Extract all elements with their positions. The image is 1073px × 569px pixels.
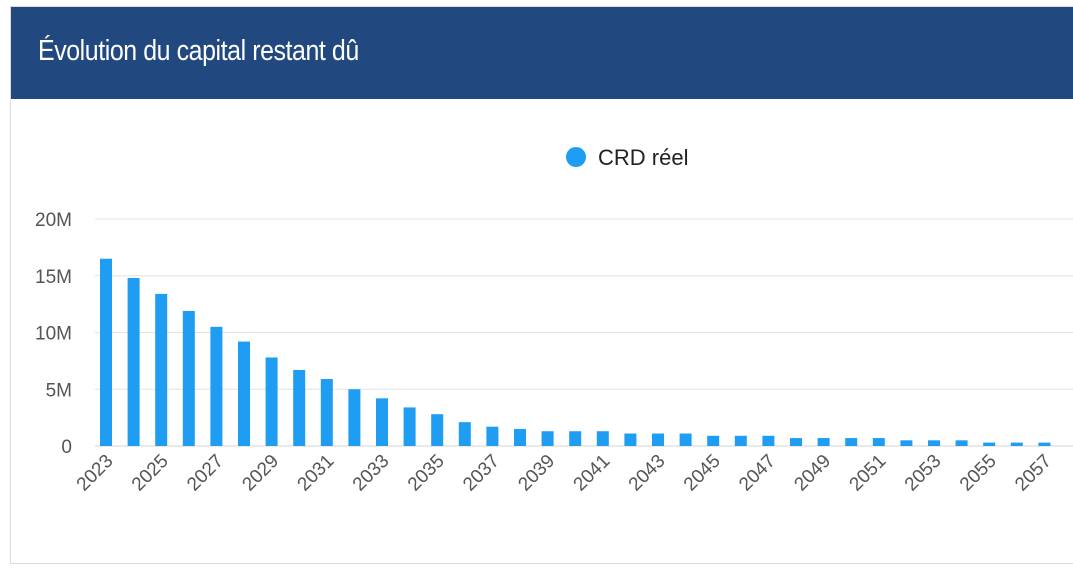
bar-2051[interactable] xyxy=(872,438,885,446)
x-tick-label: 2031 xyxy=(294,451,339,496)
legend[interactable]: CRD réel xyxy=(566,145,688,170)
bar-2037[interactable] xyxy=(486,426,499,446)
x-tick-label: 2039 xyxy=(514,451,559,496)
top-background-strip xyxy=(0,0,1073,6)
bar-2056[interactable] xyxy=(1010,442,1023,446)
x-tick-label: 2049 xyxy=(790,451,835,496)
legend-marker-icon xyxy=(566,147,586,167)
bar-2054[interactable] xyxy=(955,440,968,446)
x-tick-label: 2035 xyxy=(404,451,449,496)
bar-2055[interactable] xyxy=(983,442,996,446)
bar-2028[interactable] xyxy=(238,341,250,446)
bar-2027[interactable] xyxy=(210,326,223,446)
x-axis-ticks: 2023 2025 2027 2029 2031 2033 2035 2037 2039 2041… xyxy=(73,451,1056,496)
bar-2044[interactable] xyxy=(679,433,692,446)
bar-2042[interactable] xyxy=(624,433,637,446)
bar-2036[interactable] xyxy=(458,422,471,446)
bar-2048[interactable] xyxy=(790,438,802,446)
x-tick-label: 2047 xyxy=(735,451,780,496)
bar-2034[interactable] xyxy=(403,407,416,446)
x-tick-label: 2053 xyxy=(901,451,946,496)
bar-2029[interactable] xyxy=(265,357,278,446)
y-tick-label: 15M xyxy=(35,267,72,288)
x-tick-label: 2043 xyxy=(625,451,670,496)
y-tick-label: 5M xyxy=(46,380,72,401)
bar-2043[interactable] xyxy=(652,433,664,446)
x-tick-label: 2033 xyxy=(349,451,394,496)
bar-2024[interactable] xyxy=(127,278,140,446)
y-axis-ticks: 0 5M 10M 15M 20M xyxy=(35,210,72,458)
x-tick-label: 2057 xyxy=(1011,451,1056,496)
x-tick-label: 2041 xyxy=(570,451,615,496)
x-tick-label: 2025 xyxy=(128,451,173,496)
x-tick-label: 2027 xyxy=(183,451,228,496)
bar-2046[interactable] xyxy=(734,435,747,446)
bar-2031[interactable] xyxy=(320,379,333,446)
bar-2045[interactable] xyxy=(707,435,720,446)
y-tick-label: 20M xyxy=(35,210,72,231)
bar-2052[interactable] xyxy=(900,440,913,446)
y-tick-label: 0 xyxy=(61,437,72,458)
bar-2038[interactable] xyxy=(514,428,526,446)
panel-title: Évolution du capital restant dû xyxy=(38,35,359,67)
x-tick-label: 2055 xyxy=(956,451,1001,496)
x-tick-label: 2037 xyxy=(459,451,504,496)
legend-label: CRD réel xyxy=(598,145,688,170)
bar-2032[interactable] xyxy=(348,389,361,446)
x-tick-label: 2029 xyxy=(238,451,283,496)
chart-panel: Évolution du capital restant dû xyxy=(10,6,1073,564)
x-tick-label: 2023 xyxy=(73,451,118,496)
bar-2057[interactable] xyxy=(1038,442,1051,446)
bar-2025[interactable] xyxy=(155,293,168,446)
bar-2033[interactable] xyxy=(376,398,388,446)
bar-2053[interactable] xyxy=(928,440,940,446)
bar-2040[interactable] xyxy=(569,431,582,446)
y-tick-label: 10M xyxy=(35,324,72,345)
bar-2030[interactable] xyxy=(293,369,306,446)
bar-2047[interactable] xyxy=(762,435,775,446)
panel-header: Évolution du capital restant dû xyxy=(11,7,1073,99)
x-tick-label: 2045 xyxy=(680,451,725,496)
bar-2041[interactable] xyxy=(596,431,609,446)
bar-2039[interactable] xyxy=(541,431,554,446)
bar-2023[interactable] xyxy=(100,258,112,446)
bar-2050[interactable] xyxy=(845,438,858,446)
x-tick-label: 2051 xyxy=(846,451,891,496)
bar-2026[interactable] xyxy=(182,310,195,446)
bar-2035[interactable] xyxy=(431,414,444,446)
bar-2049[interactable] xyxy=(817,438,830,446)
bars xyxy=(100,258,1051,446)
